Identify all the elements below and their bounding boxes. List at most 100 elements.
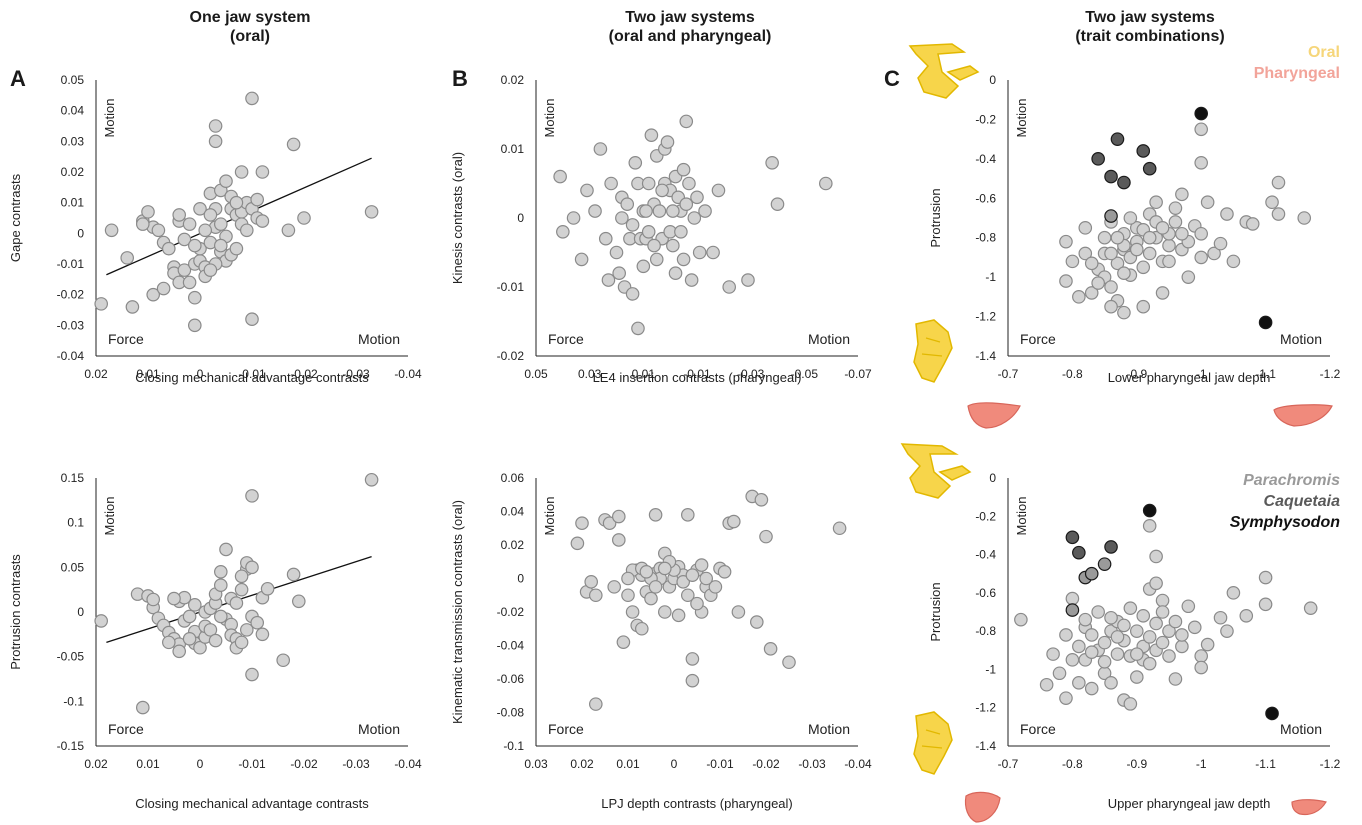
annotation-motion-x: Motion	[1280, 331, 1322, 347]
data-point	[766, 157, 778, 169]
data-point	[1304, 602, 1316, 614]
data-point	[1066, 255, 1078, 267]
x-tick-label: 0	[197, 757, 204, 771]
data-point	[137, 701, 149, 713]
data-point	[1111, 648, 1123, 660]
data-point	[554, 170, 566, 182]
data-point	[728, 515, 740, 527]
data-point	[1060, 692, 1072, 704]
y-tick-label: 0	[77, 226, 84, 240]
data-point	[1086, 257, 1098, 269]
upper-pharyngeal-jaw-icon	[1292, 800, 1326, 815]
data-point	[1272, 176, 1284, 188]
data-point	[168, 592, 180, 604]
y-tick-label: -0.4	[975, 548, 996, 562]
y-tick-label: -0.04	[57, 349, 85, 363]
data-point	[1143, 631, 1155, 643]
data-point-symphysodon	[1143, 504, 1155, 516]
lower-pharyngeal-jaw-icon	[1274, 405, 1332, 426]
x-tick-label: -0.8	[1062, 367, 1083, 381]
data-point	[1182, 271, 1194, 283]
data-point	[1137, 261, 1149, 273]
data-point	[189, 239, 201, 251]
x-tick-label: -0.9	[1126, 757, 1147, 771]
data-point	[700, 572, 712, 584]
data-point	[693, 246, 705, 258]
data-point	[246, 92, 258, 104]
data-point	[1214, 612, 1226, 624]
x-tick-label: -1.2	[1320, 757, 1341, 771]
chart-protrusion-vs-lower-pharyngeal-jaw-depth: -0.7 -0.8 -0.9 -1 -1.1 -1.20-0.2-0.4-0.6-0.8-…	[928, 73, 1341, 385]
data-point	[783, 656, 795, 668]
x-tick-label: 0.01	[136, 757, 160, 771]
data-point	[723, 281, 735, 293]
data-point	[576, 517, 588, 529]
x-tick-label: 0.02	[84, 367, 108, 381]
data-point	[581, 184, 593, 196]
data-point	[608, 581, 620, 593]
data-point	[661, 136, 673, 148]
annotation-motion-y: Motion	[1014, 98, 1029, 137]
data-point	[680, 198, 692, 210]
annotation-force: Force	[108, 331, 144, 347]
data-point	[215, 610, 227, 622]
data-point	[235, 570, 247, 582]
data-point	[610, 246, 622, 258]
data-point-caquetaia	[1092, 153, 1104, 165]
data-point	[230, 196, 242, 208]
data-point	[590, 698, 602, 710]
x-tick-label: -0.02	[752, 757, 780, 771]
data-point	[1150, 196, 1162, 208]
y-axis-title: Gape contrasts	[8, 173, 23, 262]
data-point	[1150, 617, 1162, 629]
data-point	[1176, 629, 1188, 641]
data-point	[1086, 682, 1098, 694]
data-point	[1195, 251, 1207, 263]
data-point	[1259, 571, 1271, 583]
data-point	[712, 184, 724, 196]
x-tick-label: -0.01	[706, 757, 734, 771]
data-point	[142, 206, 154, 218]
x-tick-label: 0.02	[84, 757, 108, 771]
data-point	[287, 138, 299, 150]
data-point	[649, 509, 661, 521]
data-point-caquetaia	[1066, 531, 1078, 543]
data-point	[246, 490, 258, 502]
data-point	[686, 653, 698, 665]
data-point	[95, 298, 107, 310]
data-point-caquetaia	[1111, 133, 1123, 145]
data-point	[707, 246, 719, 258]
data-point	[220, 175, 232, 187]
y-tick-label: -0.02	[497, 605, 525, 619]
annotation-force: Force	[1020, 721, 1056, 737]
data-point	[189, 319, 201, 331]
chart-kinesis-vs-le4-insertion: 0.05 0.03 0.01 -0.01 -0.03 -0.05 -0.070.020.01…	[450, 73, 872, 385]
data-point	[575, 253, 587, 265]
data-point	[1169, 615, 1181, 627]
data-point	[764, 643, 776, 655]
y-tick-label: 0.02	[501, 73, 525, 87]
data-point	[629, 157, 641, 169]
data-point	[589, 205, 601, 217]
y-tick-label: -0.15	[57, 739, 85, 753]
y-tick-label: -1.4	[975, 349, 996, 363]
y-tick-label: 0	[517, 211, 524, 225]
x-tick-label: -0.03	[798, 757, 826, 771]
data-point	[137, 218, 149, 230]
data-point	[1137, 301, 1149, 313]
data-point	[1176, 640, 1188, 652]
data-point	[204, 264, 216, 276]
data-point	[173, 645, 185, 657]
annotation-motion-y: Motion	[542, 496, 557, 535]
data-point	[173, 209, 185, 221]
data-point	[590, 589, 602, 601]
data-point	[617, 636, 629, 648]
data-point	[686, 674, 698, 686]
oral-skull-icon	[914, 320, 952, 382]
data-point	[251, 193, 263, 205]
data-point	[1124, 602, 1136, 614]
data-point	[95, 615, 107, 627]
data-point	[685, 274, 697, 286]
y-axis-title: Kinematic transmission contrasts (oral)	[450, 500, 465, 724]
data-point	[246, 313, 258, 325]
